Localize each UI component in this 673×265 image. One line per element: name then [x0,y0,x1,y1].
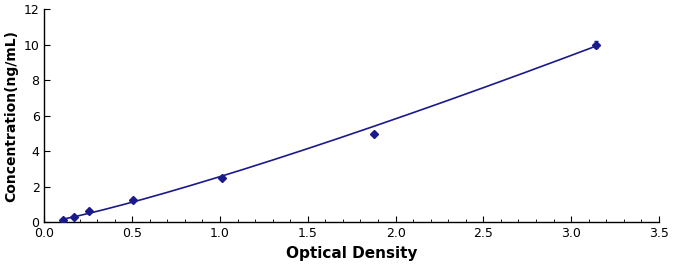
X-axis label: Optical Density: Optical Density [286,246,417,261]
Y-axis label: Concentration(ng/mL): Concentration(ng/mL) [4,30,18,202]
